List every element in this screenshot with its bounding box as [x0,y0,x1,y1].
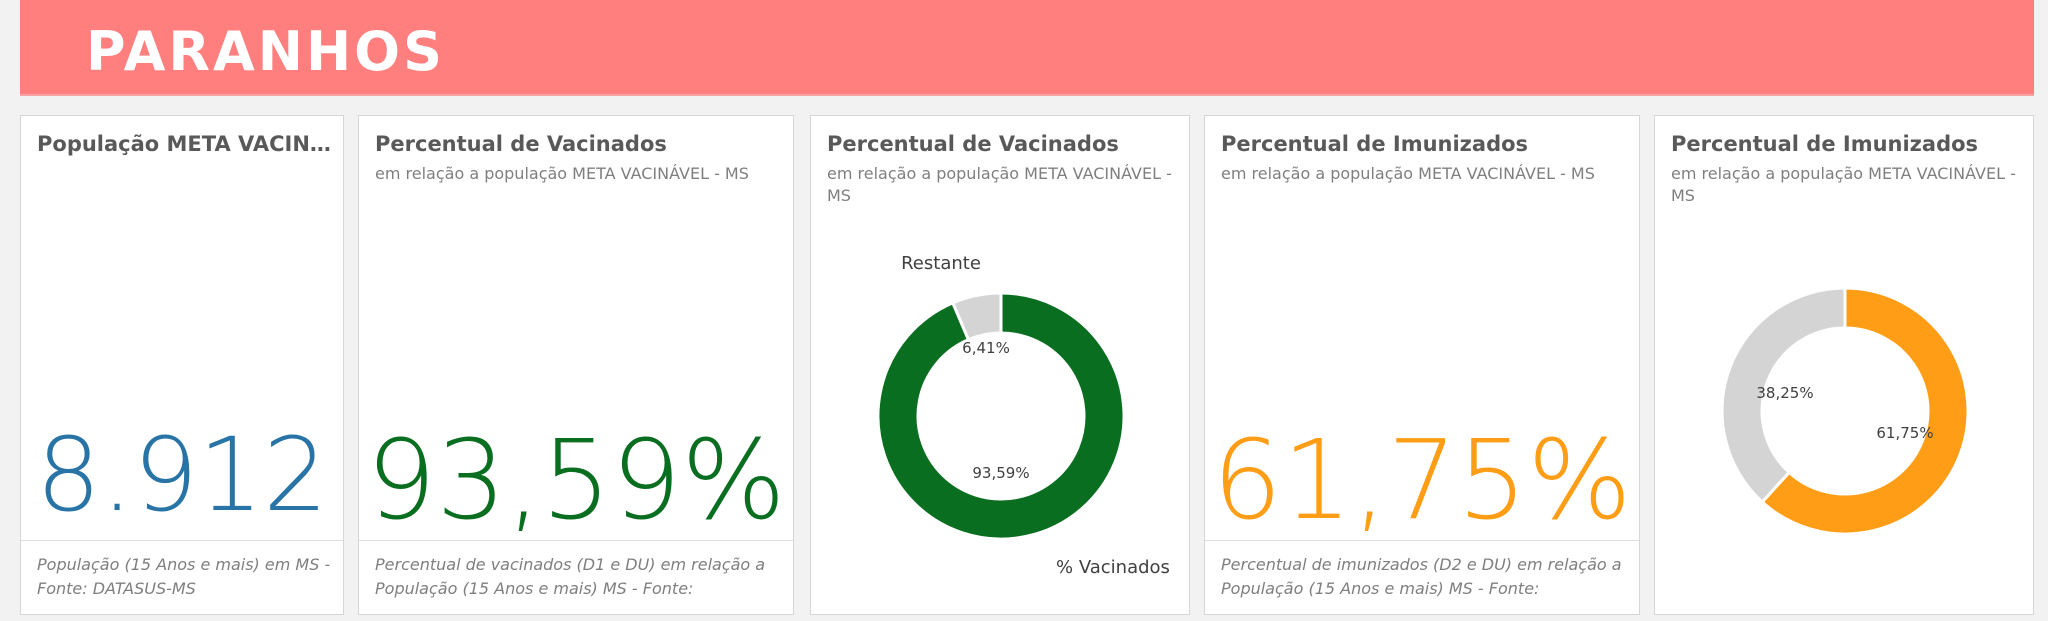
donut-chart-vacinados[interactable]: 93,59% % Vacinados 6,41% Restante [811,116,1191,616]
municipality-title: PARANHOS [86,20,445,83]
card-subtitle: em relação a população META VACINÁVEL - … [1221,164,1595,183]
card-title: Percentual de Vacinados [375,132,667,156]
card-perc-vacinados-chart[interactable]: Percentual de Vacinados em relação a pop… [810,115,1190,615]
slice-category-label: % Vacinados [1056,557,1170,578]
card-subtitle: em relação a população META VACINÁVEL - … [375,164,749,183]
card-footer: População (15 Anos e mais) em MS - Fonte… [21,540,343,614]
card-footer: Percentual de imunizados (D2 e DU) em re… [1205,540,1639,614]
slice-category-label: Restante [901,253,981,274]
card-perc-vacinados-kpi[interactable]: Percentual de Vacinados em relação a pop… [358,115,794,615]
donut-slice[interactable] [876,291,1126,541]
footer-text: População (15 Anos e mais) em MS - Fonte… [37,555,331,598]
donut-chart-imunizados[interactable]: 61,75% 38,25% [1655,116,2035,616]
slice-value-label: 6,41% [962,339,1010,357]
card-footer: Percentual de vacinados (D1 e DU) em rel… [359,540,793,614]
footer-text: Percentual de vacinados (D1 e DU) em rel… [375,555,766,598]
donut-slice[interactable] [950,291,1003,342]
card-subtitle: em relação a população META VACINÁVEL - … [827,164,1172,205]
slice-value-label: 61,75% [1876,424,1933,442]
kpi-value-populacao: 8.912 [35,416,328,535]
card-populacao[interactable]: População META VACINÁV... 8.912 Populaçã… [20,115,344,615]
card-perc-imunizados-kpi[interactable]: Percentual de Imunizados em relação a po… [1204,115,1640,615]
card-title: Percentual de Imunizados [1221,132,1529,156]
kpi-value-vacinados: 93,59% [366,416,786,544]
donut-slice[interactable] [1720,286,1847,505]
card-subtitle: em relação a população META VACINÁVEL - … [1671,164,2016,205]
slice-value-label: 38,25% [1756,384,1813,402]
kpi-value-imunizados: 61,75% [1212,416,1632,544]
card-title: População META VACINÁV... [37,132,333,156]
page-header: PARANHOS [20,0,2034,96]
donut-slice[interactable] [1760,286,1970,536]
footer-text: Percentual de imunizados (D2 e DU) em re… [1221,555,1622,598]
card-perc-imunizados-chart[interactable]: Percentual de Imunizados em relação a po… [1654,115,2034,615]
slice-value-label: 93,59% [972,464,1029,482]
